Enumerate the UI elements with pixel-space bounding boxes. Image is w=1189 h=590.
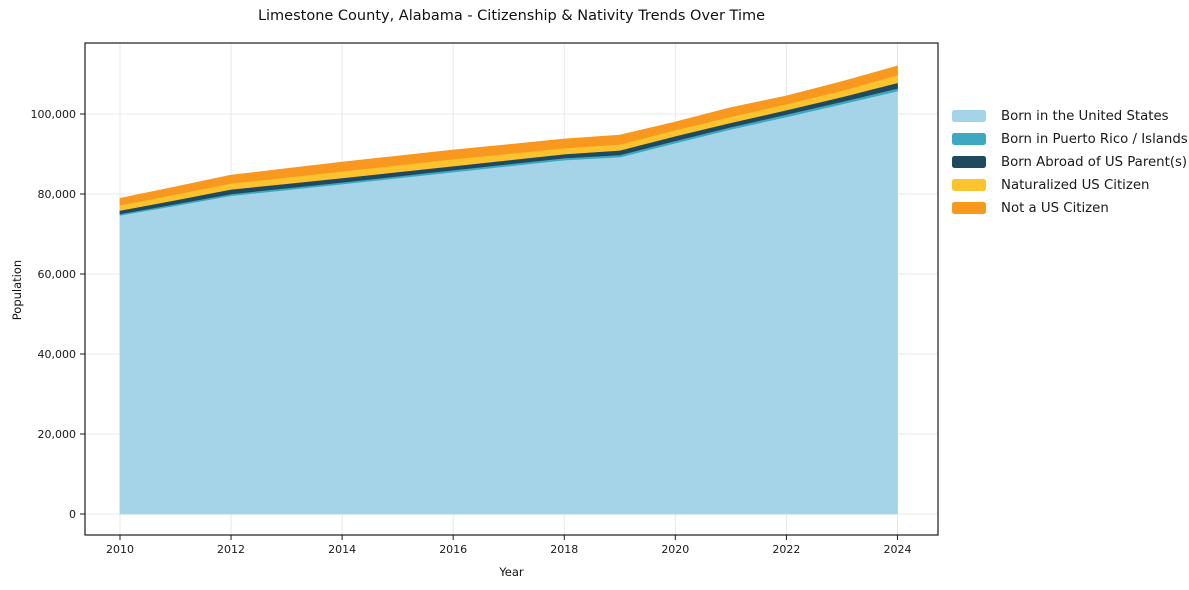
tick-label: 40,000 bbox=[38, 348, 77, 361]
tick-label: 2024 bbox=[883, 543, 911, 556]
legend-label: Born in Puerto Rico / Islands bbox=[1001, 131, 1188, 147]
legend-swatch bbox=[952, 133, 986, 145]
tick-label: 2020 bbox=[661, 543, 689, 556]
area-band bbox=[119, 65, 898, 206]
tick-label: 100,000 bbox=[31, 108, 77, 121]
tick-label: 2022 bbox=[772, 543, 800, 556]
tick-label: 60,000 bbox=[38, 268, 77, 281]
legend-swatch bbox=[952, 179, 986, 191]
tick-label: 2014 bbox=[328, 543, 356, 556]
legend-label: Naturalized US Citizen bbox=[1001, 177, 1150, 193]
tick-label: 2016 bbox=[439, 543, 467, 556]
tick-labels: 2010 2012 2014 2016 2018 2020 2022 2024 0 20,000 4… bbox=[31, 108, 912, 556]
chart-legend: Born in the United States Born in Puerto … bbox=[952, 108, 1188, 223]
tick-label: 20,000 bbox=[38, 428, 77, 441]
x-axis-label: Year bbox=[499, 565, 524, 579]
y-axis-label: Population bbox=[10, 259, 24, 321]
legend-swatch bbox=[952, 202, 986, 214]
legend-swatch bbox=[952, 110, 986, 122]
legend-label: Born Abroad of US Parent(s) bbox=[1001, 154, 1188, 170]
tick-label: 2012 bbox=[217, 543, 245, 556]
tick-label: 2018 bbox=[550, 543, 578, 556]
tick-label: 0 bbox=[69, 508, 76, 521]
legend-swatch bbox=[952, 156, 986, 168]
legend-item: Born in Puerto Rico / Islands bbox=[952, 131, 1188, 147]
legend-item: Born in the United States bbox=[952, 108, 1188, 124]
legend-item: Naturalized US Citizen bbox=[952, 177, 1188, 193]
axis-ticks bbox=[80, 113, 898, 540]
legend-label: Born in the United States bbox=[1001, 108, 1169, 124]
area-series bbox=[119, 65, 898, 515]
tick-label: 80,000 bbox=[38, 188, 77, 201]
axis-frame bbox=[84, 42, 939, 536]
legend-item: Born Abroad of US Parent(s) bbox=[952, 154, 1188, 170]
tick-label: 2010 bbox=[106, 543, 134, 556]
legend-label: Not a US Citizen bbox=[1001, 200, 1109, 216]
chart-title: Limestone County, Alabama - Citizenship … bbox=[257, 8, 766, 24]
legend-item: Not a US Citizen bbox=[952, 200, 1188, 216]
